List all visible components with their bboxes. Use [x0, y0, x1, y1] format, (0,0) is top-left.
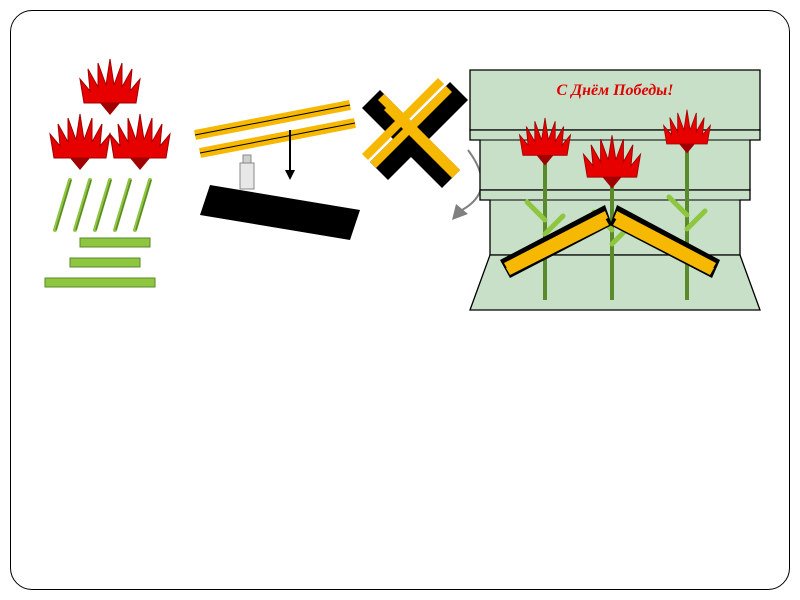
materials-leaf-strips — [55, 180, 151, 230]
ribbon-assembly-step — [195, 105, 360, 240]
materials-flowers — [50, 59, 170, 170]
popup-card: С Днём Победы! — [470, 70, 760, 310]
materials-stem-bars — [45, 238, 155, 287]
card-title: С Днём Победы! — [557, 82, 674, 99]
folded-ribbon-step — [362, 78, 482, 220]
diagram-canvas: С Днём Победы! — [0, 0, 800, 600]
